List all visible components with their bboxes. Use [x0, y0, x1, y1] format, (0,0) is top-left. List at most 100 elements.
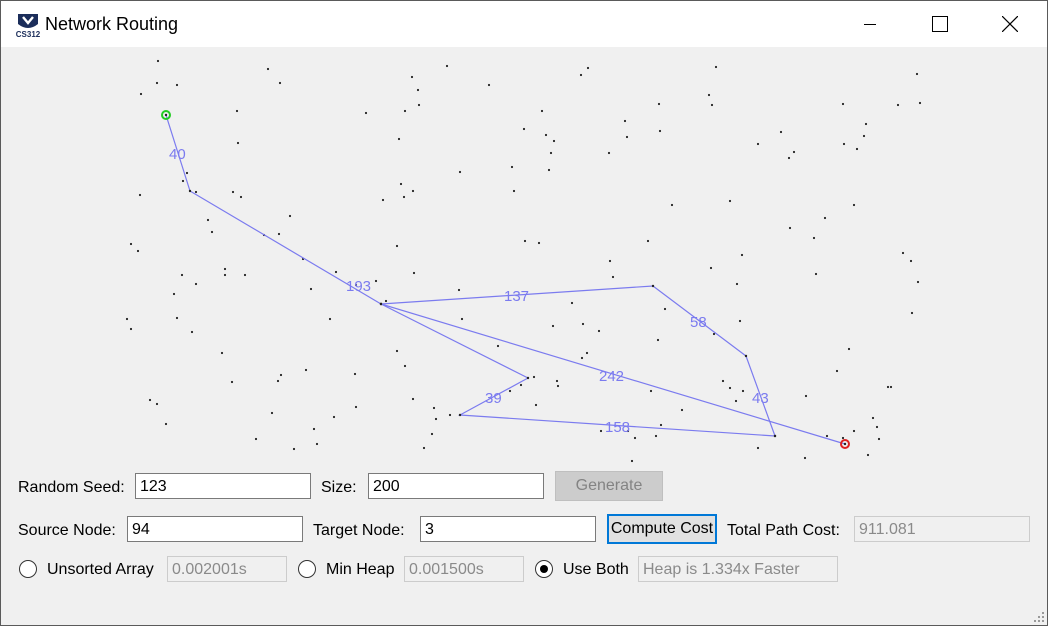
graph-node — [430, 432, 434, 436]
graph-node — [364, 111, 368, 115]
graph-node — [403, 109, 407, 113]
close-icon — [1002, 16, 1018, 32]
edge-label: 137 — [504, 288, 529, 305]
graph-node — [304, 368, 308, 372]
generate-button[interactable]: Generate — [555, 471, 663, 501]
graph-node — [626, 429, 630, 433]
graph-node — [434, 417, 438, 421]
graph-node — [633, 436, 637, 440]
graph-node — [223, 267, 227, 271]
graph-node — [410, 75, 414, 79]
window-title: Network Routing — [45, 14, 179, 34]
graph-node — [155, 81, 159, 85]
graph-node — [139, 92, 143, 96]
graph-node — [231, 190, 235, 194]
resize-grip-icon[interactable] — [1033, 611, 1045, 623]
graph-node — [243, 273, 247, 277]
total-path-cost-field: 911.081 — [854, 516, 1030, 542]
graph-node — [540, 109, 544, 113]
graph-node — [555, 379, 559, 383]
graph-node — [395, 244, 399, 248]
graph-node — [206, 218, 210, 222]
min-heap-label[interactable]: Min Heap — [326, 561, 395, 578]
graph-node — [835, 369, 839, 373]
graph-node — [235, 109, 239, 113]
graph-node — [680, 408, 684, 412]
edge-label: 43 — [752, 390, 769, 407]
graph-node — [194, 190, 198, 194]
close-button[interactable] — [975, 1, 1045, 47]
graph-node — [552, 139, 556, 143]
random-seed-input[interactable]: 123 — [135, 473, 311, 499]
graph-node — [422, 446, 426, 450]
graph-node — [788, 226, 792, 230]
graph-canvas[interactable]: 40 193 137 58 242 39 43 158 — [1, 47, 1047, 465]
graph-node — [292, 447, 296, 451]
graph-node — [670, 203, 674, 207]
target-node-input[interactable]: 3 — [420, 516, 596, 542]
graph-node — [580, 356, 584, 360]
graph-node — [194, 282, 198, 286]
graph-node — [585, 351, 589, 355]
graph-node — [841, 102, 845, 106]
graph-node — [395, 349, 399, 353]
graph-node — [707, 93, 711, 97]
path-node — [843, 442, 847, 446]
graph-node — [710, 103, 714, 107]
unsorted-array-radio[interactable] — [19, 560, 37, 578]
graph-node — [721, 379, 725, 383]
source-node-marker — [161, 110, 171, 120]
graph-node — [519, 383, 523, 387]
minimize-icon — [864, 24, 876, 25]
use-both-label[interactable]: Use Both — [563, 561, 629, 578]
graph-node — [412, 271, 416, 275]
graph-node — [889, 385, 893, 389]
graph-node — [384, 299, 388, 303]
path-node — [164, 113, 168, 117]
graph-node — [417, 103, 421, 107]
compute-cost-button[interactable]: Compute Cost — [607, 514, 717, 544]
graph-node — [460, 317, 464, 321]
title-bar[interactable]: CS312 Network Routing — [1, 1, 1047, 47]
graph-node — [623, 119, 627, 123]
graph-node — [709, 266, 713, 270]
graph-node — [915, 72, 919, 76]
random-seed-label: Random Seed: — [18, 479, 125, 496]
maximize-button[interactable] — [905, 1, 975, 47]
graph-node — [277, 232, 281, 236]
unsorted-array-label[interactable]: Unsorted Array — [47, 561, 154, 578]
source-node-label: Source Node: — [18, 522, 116, 539]
source-node-input[interactable]: 94 — [127, 516, 303, 542]
graph-node — [315, 442, 319, 446]
graph-node — [164, 422, 168, 426]
graph-node — [172, 292, 176, 296]
graph-node — [190, 330, 194, 334]
use-both-radio[interactable] — [535, 560, 553, 578]
graph-node — [508, 389, 512, 393]
graph-node — [522, 127, 526, 131]
graph-node — [138, 193, 142, 197]
graph-node — [309, 287, 313, 291]
graph-node — [181, 179, 185, 183]
graph-node — [175, 316, 179, 320]
graph-node — [918, 101, 922, 105]
graph-node — [458, 170, 462, 174]
path-node — [651, 284, 655, 288]
graph-node — [608, 259, 612, 263]
min-heap-radio[interactable] — [298, 560, 316, 578]
path-edge — [380, 303, 846, 445]
graph-node — [847, 347, 851, 351]
graph-node — [916, 280, 920, 284]
graph-node — [570, 301, 574, 305]
graph-node — [581, 322, 585, 326]
edge-label: 242 — [599, 368, 624, 385]
graph-node — [875, 425, 879, 429]
target-node-label: Target Node: — [313, 522, 405, 539]
graph-node — [804, 394, 808, 398]
graph-node — [814, 272, 818, 276]
graph-node — [549, 151, 553, 155]
target-node-marker — [840, 439, 850, 449]
minimize-button[interactable] — [835, 1, 905, 47]
size-input[interactable]: 200 — [368, 473, 544, 499]
